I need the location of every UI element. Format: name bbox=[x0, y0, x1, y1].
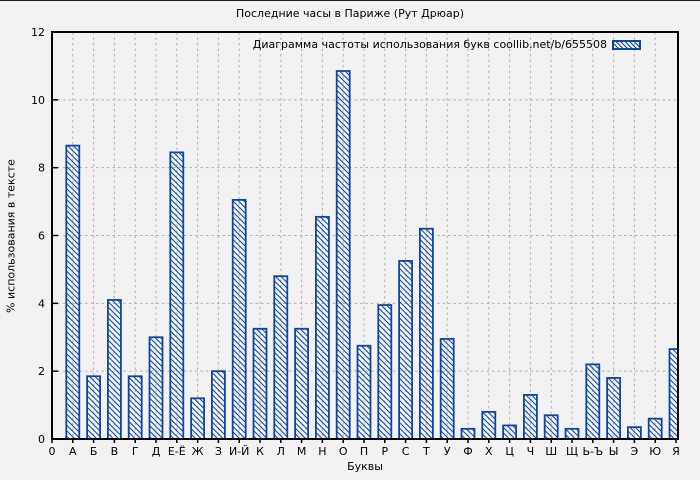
bar bbox=[564, 427, 580, 440]
x-tick-label: П bbox=[360, 445, 368, 458]
x-tick-label: Г bbox=[132, 445, 139, 458]
bar bbox=[543, 414, 559, 440]
bar bbox=[314, 215, 330, 440]
x-tick-label: Ш bbox=[545, 445, 557, 458]
y-tick-label: 2 bbox=[38, 365, 45, 378]
x-tick-label: Ю bbox=[649, 445, 661, 458]
x-tick-label: С bbox=[402, 445, 410, 458]
bar bbox=[231, 198, 247, 440]
x-tick-label: 0 bbox=[49, 445, 56, 458]
bar bbox=[439, 338, 455, 440]
bar bbox=[523, 394, 538, 440]
x-tick-label: А bbox=[69, 445, 77, 458]
bar bbox=[606, 377, 621, 440]
legend-hatched-swatch-icon bbox=[612, 40, 641, 50]
x-tick-label: Ы bbox=[609, 445, 619, 458]
bar bbox=[585, 363, 601, 440]
y-tick-label: 8 bbox=[38, 162, 45, 175]
x-tick-label: Ч bbox=[527, 445, 535, 458]
y-tick-label: 10 bbox=[31, 94, 45, 107]
bar bbox=[169, 151, 185, 440]
bar bbox=[502, 424, 518, 440]
x-tick-label: К bbox=[256, 445, 264, 458]
bar bbox=[107, 299, 122, 440]
x-tick-label: О bbox=[339, 445, 348, 458]
bar bbox=[65, 144, 81, 440]
y-tick-label: 6 bbox=[38, 230, 45, 243]
bar bbox=[335, 70, 351, 440]
x-tick-label: Е-Ё bbox=[168, 445, 186, 458]
bar bbox=[647, 417, 663, 440]
bar bbox=[481, 410, 497, 440]
bar bbox=[668, 348, 678, 440]
x-tick-label: Т bbox=[422, 445, 430, 458]
bar bbox=[356, 344, 372, 440]
bar bbox=[377, 304, 393, 440]
bars-group bbox=[65, 70, 678, 440]
x-tick-label: Ь-Ъ bbox=[582, 445, 603, 458]
y-tick-label: 0 bbox=[38, 433, 45, 446]
x-tick-label: З bbox=[215, 445, 222, 458]
bar bbox=[210, 370, 226, 440]
bar bbox=[86, 375, 101, 440]
x-tick-label: У bbox=[444, 445, 451, 458]
x-tick-label: Ф bbox=[463, 445, 472, 458]
y-tick-label: 4 bbox=[38, 297, 45, 310]
x-tick-label: Д bbox=[152, 445, 161, 458]
bar bbox=[148, 336, 164, 440]
bar bbox=[460, 427, 476, 440]
chart-title: Последние часы в Париже (Рут Дрюар) bbox=[235, 7, 464, 20]
x-tick-label: Р bbox=[381, 445, 388, 458]
bar bbox=[627, 426, 642, 440]
x-axis-label: Буквы bbox=[347, 460, 383, 473]
x-tick-label: И-Й bbox=[229, 445, 249, 458]
bar bbox=[398, 260, 414, 440]
bar bbox=[418, 227, 434, 440]
x-tick-label: М bbox=[297, 445, 307, 458]
bar bbox=[273, 275, 289, 440]
x-tick-label: Щ bbox=[566, 445, 578, 458]
x-tick-label: Х bbox=[485, 445, 493, 458]
x-tick-label: Ж bbox=[192, 445, 204, 458]
x-tick-label: Я bbox=[672, 445, 680, 458]
x-tick-label: Ц bbox=[505, 445, 514, 458]
x-tick-label: Э bbox=[631, 445, 639, 458]
x-tick-label: Б bbox=[90, 445, 98, 458]
bar bbox=[127, 375, 143, 440]
x-tick-label: Л bbox=[277, 445, 285, 458]
bar bbox=[252, 327, 268, 440]
bar bbox=[190, 397, 206, 440]
y-tick-label: 12 bbox=[31, 26, 45, 39]
bar bbox=[294, 327, 310, 440]
x-tick-label: В bbox=[111, 445, 119, 458]
x-tick-label: Н bbox=[318, 445, 326, 458]
legend-label: Диаграмма частоты использования букв coo… bbox=[252, 38, 607, 51]
